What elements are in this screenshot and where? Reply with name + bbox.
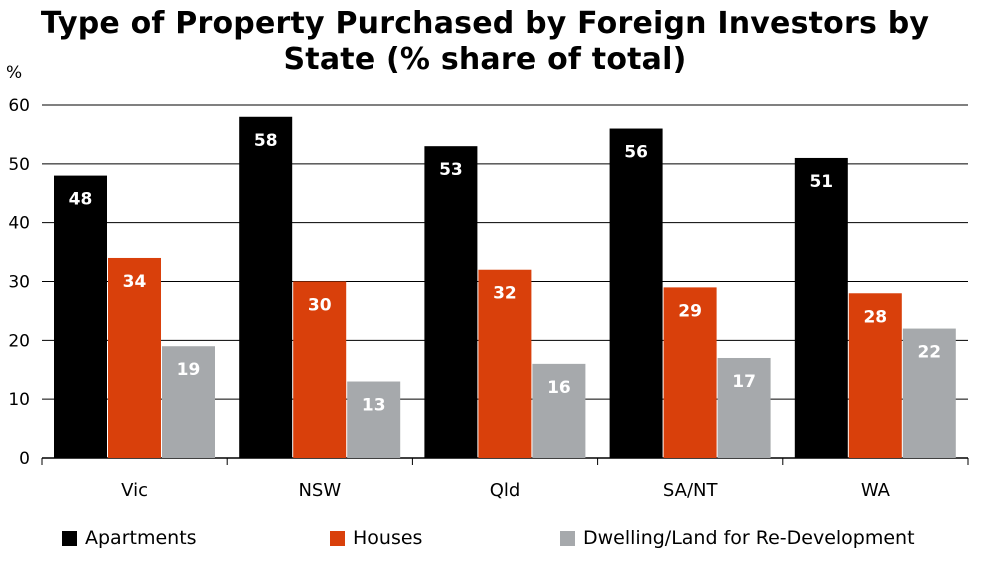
data-label: 19 (177, 360, 201, 380)
legend-item-houses: Houses (330, 524, 422, 552)
bar (478, 269, 532, 458)
legend-label-houses: Houses (353, 527, 423, 549)
legend-label-apartments: Apartments (85, 527, 197, 549)
chart-title: Type of Property Purchased by Foreign In… (0, 6, 970, 78)
data-label: 58 (254, 131, 278, 151)
legend-item-redevelopment: Dwelling/Land for Re-Development (560, 524, 915, 552)
bar (848, 293, 902, 458)
y-tick-label: 60 (8, 96, 30, 116)
bar (293, 281, 347, 458)
bar-chart: 0 10 20 30 40 50 60% 48 34 19 Vic 58 30 13 NSW 53 32 16 Ql… (6, 63, 969, 501)
y-tick-label: 20 (8, 331, 30, 351)
data-label: 28 (863, 307, 887, 327)
x-category-label: WA (861, 480, 891, 501)
data-label: 34 (123, 272, 147, 292)
data-label: 17 (732, 372, 756, 392)
bar (532, 363, 586, 458)
x-category-label: Qld (490, 480, 521, 501)
bar (424, 146, 478, 458)
data-label: 16 (547, 378, 571, 398)
legend-item-apartments: Apartments (62, 524, 197, 552)
data-label: 29 (678, 301, 702, 321)
data-label: 48 (69, 190, 93, 210)
legend-label-redevelopment: Dwelling/Land for Re-Development (583, 527, 915, 549)
chart-legend: Apartments Houses Dwelling/Land for Re-D… (0, 524, 1003, 552)
bar (663, 287, 717, 458)
y-tick-label: 50 (8, 155, 30, 175)
y-tick-label: 0 (19, 449, 30, 469)
y-tick-label: 30 (8, 273, 30, 293)
bar (609, 128, 663, 459)
x-category-label: SA/NT (663, 480, 719, 501)
legend-swatch-redevelopment (560, 530, 575, 546)
x-category-label: Vic (121, 480, 148, 501)
legend-swatch-apartments (62, 530, 77, 546)
chart-title-line-2: State (% share of total) (283, 42, 687, 77)
chart-title-line-1: Type of Property Purchased by Foreign In… (40, 6, 930, 41)
bar (108, 257, 161, 458)
data-label: 13 (362, 396, 386, 416)
y-tick-label: 10 (8, 390, 30, 410)
y-tick-label: 40 (8, 214, 30, 234)
bar (902, 328, 956, 458)
data-label: 53 (439, 160, 463, 180)
bar (54, 175, 107, 458)
legend-swatch-houses (330, 530, 345, 546)
bar (717, 357, 771, 458)
x-category-label: NSW (298, 480, 341, 501)
y-axis-unit: % (6, 63, 22, 83)
data-label: 22 (917, 343, 941, 363)
bar (347, 381, 401, 458)
data-label: 30 (308, 296, 332, 316)
data-label: 56 (624, 143, 648, 163)
bar (794, 157, 848, 458)
bar (239, 116, 293, 459)
data-label: 51 (809, 172, 833, 192)
data-label: 32 (493, 284, 517, 304)
bar (162, 346, 215, 458)
